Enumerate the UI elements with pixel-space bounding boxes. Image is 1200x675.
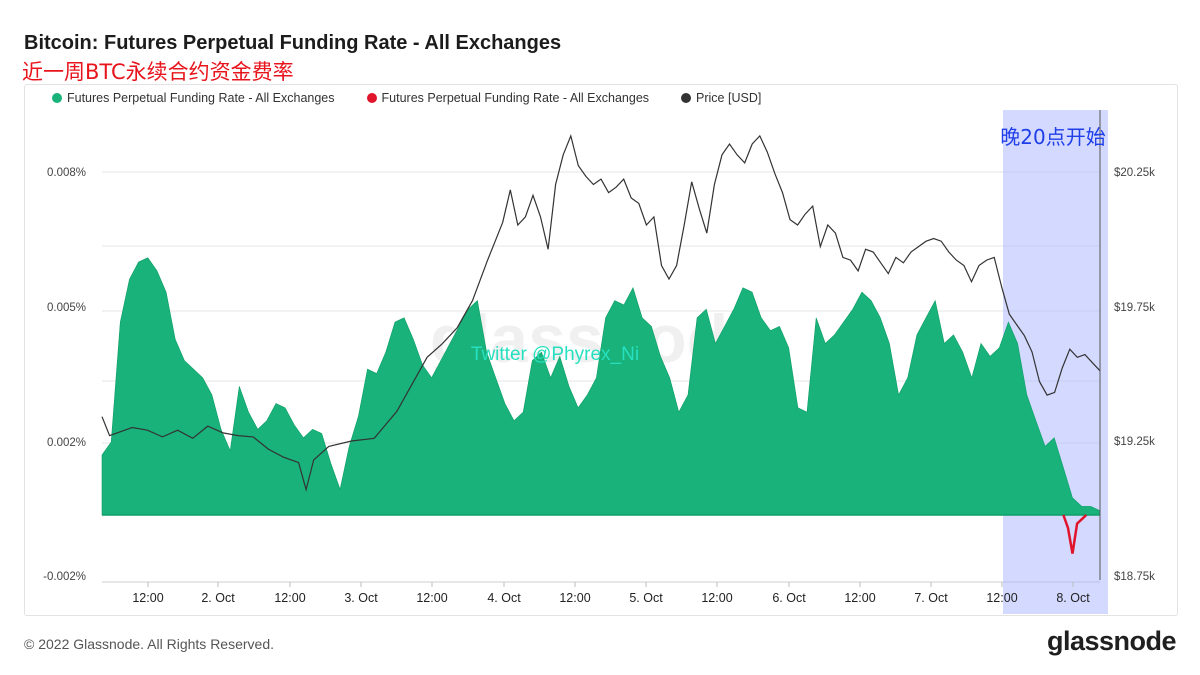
x-tick-label: 12:00 [132,591,163,605]
x-tick-label: 12:00 [559,591,590,605]
price-line-path [101,133,1101,492]
y-right-tick: $19.25k [1114,436,1155,448]
x-tick-label: 12:00 [844,591,875,605]
x-tick-label: 12:00 [416,591,447,605]
x-tick-label: 12:00 [274,591,305,605]
legend-label: Price [USD] [696,91,762,105]
legend-item-funding-negative[interactable]: Futures Perpetual Funding Rate - All Exc… [366,91,650,105]
y-left-tick: 0.002% [47,437,86,449]
x-tick-label: 4. Oct [487,591,521,605]
legend-dot-dark-icon [681,93,692,103]
y-left-tick: 0.005% [47,302,86,314]
x-axis: 12:00 2. Oct 12:00 3. Oct 12:00 4. Oct 12:00 5.… [132,582,1090,605]
y-right-tick: $18.75k [1114,571,1155,583]
x-tick-label: 12:00 [986,591,1017,605]
y-left-axis: 0.008% 0.005% 0.002% -0.002% [43,167,86,583]
legend-dot-green-icon [52,93,62,103]
legend-label: Futures Perpetual Funding Rate - All Exc… [67,91,335,105]
legend-item-funding-positive[interactable]: Futures Perpetual Funding Rate - All Exc… [52,91,335,105]
highlight-label: 晚20点开始 [1000,125,1105,149]
funding-negative-path [1062,514,1088,554]
watermark-twitter: Twitter @Phyrex_Ni [471,344,639,365]
x-tick-label: 2. Oct [201,591,235,605]
chart-legend: Futures Perpetual Funding Rate - All Exc… [52,91,761,105]
x-tick-label: 5. Oct [629,591,663,605]
y-right-tick: $20.25k [1114,167,1155,179]
funding-area-path [101,257,1101,516]
x-tick-label: 12:00 [701,591,732,605]
legend-dot-red-icon [366,93,377,103]
x-tick-label: 3. Oct [344,591,378,605]
legend-label: Futures Perpetual Funding Rate - All Exc… [381,91,650,105]
funding-area [101,257,1101,516]
y-left-tick: 0.008% [47,167,86,179]
x-tick-label: 7. Oct [914,591,948,605]
chart-subtitle: 近一周BTC永续合约资金费率 [22,60,294,84]
y-right-axis: $20.25k $19.75k $19.25k $18.75k [1114,167,1155,583]
chart-title: Bitcoin: Futures Perpetual Funding Rate … [24,32,562,54]
chart-panel [24,84,1178,616]
funding-negative [1062,514,1088,554]
x-tick-label: 6. Oct [772,591,806,605]
price-line [101,110,1101,580]
copyright-text: © 2022 Glassnode. All Rights Reserved. [24,636,275,652]
legend-item-price[interactable]: Price [USD] [681,91,761,105]
y-right-tick: $19.75k [1114,302,1155,314]
x-tick-label: 8. Oct [1056,591,1090,605]
glassnode-logo: glassnode [1046,626,1177,656]
y-left-tick: -0.002% [43,571,86,583]
